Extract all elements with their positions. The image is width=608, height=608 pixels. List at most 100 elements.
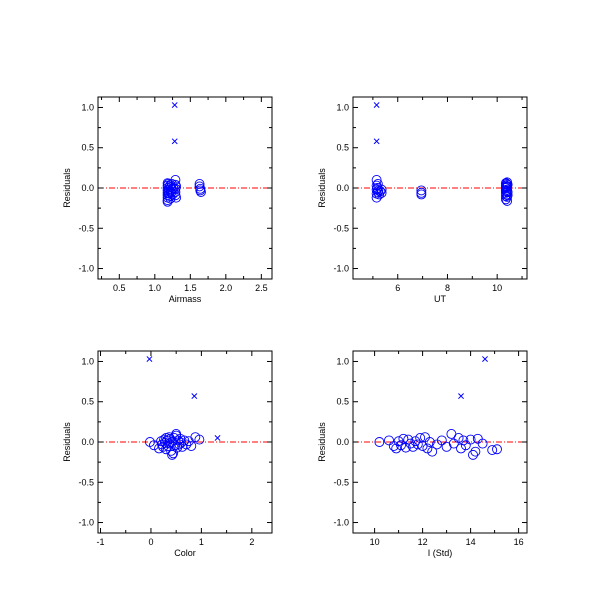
y-tick-label: -1.0 [333, 518, 349, 528]
y-tick-label: 0.5 [81, 143, 94, 153]
data-point-cross [171, 138, 178, 145]
x-tick-label: 14 [466, 537, 476, 547]
chart-panel-3: -1 0 1 2 -1.0 -0.5 0.0 0.5 1.0 Color Residuals [62, 350, 273, 558]
y-axis-label: Residuals [62, 422, 72, 462]
data-point-circle [416, 185, 427, 196]
data-point-circle [396, 440, 406, 451]
data-point-circle [171, 192, 182, 203]
data-point-circle [174, 439, 185, 450]
data-point-cross [171, 102, 178, 109]
y-tick-label: 1.0 [81, 356, 94, 366]
data-point-circle [372, 179, 383, 189]
y-tick-label: -1.0 [333, 264, 349, 274]
y-tick-label: 0.0 [336, 437, 349, 447]
data-point-circle [375, 186, 386, 197]
x-tick-label: 1.5 [184, 283, 197, 293]
data-point-circle [502, 190, 513, 201]
data-point-circle [162, 435, 173, 446]
data-point-circle [374, 437, 385, 447]
data-point-cross [146, 356, 153, 363]
data-point-cross [458, 393, 464, 400]
data-point-circle [376, 187, 387, 198]
x-tick-label: 12 [418, 537, 428, 547]
data-point-circle [412, 439, 423, 450]
data-point-circle [167, 449, 178, 460]
y-tick-label: 1.0 [336, 102, 349, 112]
data-point-circle [422, 443, 433, 454]
x-tick-label: 10 [492, 283, 502, 293]
data-point-circle [371, 174, 382, 185]
chart-panel-2: 6 8 10 -1.0 -0.5 0.0 0.5 1.0 UT Residuals [317, 96, 528, 304]
x-tick-label: 1.0 [149, 283, 162, 293]
y-tick-label: -1.0 [78, 264, 94, 274]
data-point-circle [165, 186, 176, 197]
data-point-circle [196, 187, 206, 197]
data-point-circle [487, 445, 498, 456]
data-point-circle [502, 179, 513, 190]
data-point-cross [482, 356, 488, 363]
data-point-circle [427, 446, 438, 457]
data-point-circle [170, 440, 181, 451]
data-point-circle [416, 189, 427, 200]
data-point-circle [436, 435, 447, 446]
data-point-circle [492, 444, 502, 455]
y-tick-label: -0.5 [78, 477, 94, 487]
data-point-circle [165, 433, 176, 444]
chart-panel-4: 10 12 14 16 -1.0 -0.5 0.0 0.5 1.0 I (Std) Residual… [317, 350, 528, 558]
x-axis-label: Color [174, 548, 196, 558]
data-point-circle [502, 187, 513, 197]
y-tick-label: -0.5 [333, 477, 349, 487]
x-axis-label: Airmass [169, 294, 202, 304]
data-point-cross [373, 102, 380, 109]
x-tick-label: 2 [249, 537, 254, 547]
y-tick-label: 0.0 [336, 183, 349, 193]
y-axis-label: Residuals [317, 168, 327, 208]
y-tick-label: 0.5 [81, 397, 94, 407]
data-point-circle [194, 434, 205, 445]
y-tick-label: 0.0 [81, 437, 94, 447]
y-axis-label: Residuals [62, 168, 72, 208]
data-point-circle [186, 441, 197, 451]
x-tick-label: 8 [445, 283, 450, 293]
data-point-circle [453, 433, 464, 443]
y-tick-label: -1.0 [78, 518, 94, 528]
data-point-circle [398, 433, 409, 444]
data-point-circle [164, 432, 175, 443]
x-tick-label: 10 [370, 537, 380, 547]
y-tick-label: -0.5 [78, 223, 94, 233]
data-point-circle [465, 434, 476, 445]
data-point-circle [384, 435, 394, 446]
x-axis-label: UT [434, 294, 446, 304]
chart-panels: 0.5 1.0 1.5 2.0 2.5 -1.0 -0.5 0.0 0.5 1.0 Airmass R… [62, 96, 528, 558]
data-point-circle [470, 446, 481, 457]
data-point-cross [214, 435, 221, 441]
data-point-circle [162, 196, 173, 207]
data-point-circle [376, 184, 387, 195]
x-tick-label: 0.5 [113, 283, 126, 293]
chart-panel-1: 0.5 1.0 1.5 2.0 2.5 -1.0 -0.5 0.0 0.5 1.0 Airmass R… [62, 96, 273, 304]
y-tick-label: 0.5 [336, 397, 349, 407]
data-point-cross [373, 138, 380, 145]
x-tick-label: 6 [395, 283, 400, 293]
data-point-circle [171, 430, 182, 441]
data-point-circle [195, 185, 206, 196]
data-point-circle [170, 187, 181, 197]
data-point-circle [176, 437, 187, 448]
data-point-circle [468, 449, 478, 460]
data-point-circle [181, 439, 192, 450]
data-point-circle [164, 438, 175, 449]
data-point-circle [458, 435, 469, 446]
y-axis-label: Residuals [317, 422, 327, 462]
y-tick-label: 0.0 [81, 183, 94, 193]
x-tick-label: 2.0 [220, 283, 233, 293]
y-tick-label: 0.5 [336, 143, 349, 153]
y-tick-label: 1.0 [336, 356, 349, 366]
x-tick-label: 16 [514, 537, 524, 547]
data-point-circle [408, 441, 418, 452]
data-point-circle [424, 437, 435, 447]
x-tick-label: 1 [199, 537, 204, 547]
data-point-circle [194, 179, 205, 189]
x-tick-label: 0 [148, 537, 153, 547]
data-point-cross [191, 393, 198, 400]
